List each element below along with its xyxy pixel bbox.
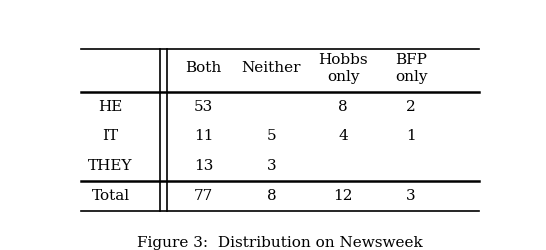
Text: Both: Both [186, 62, 222, 76]
Text: HE: HE [98, 100, 123, 114]
Text: 13: 13 [194, 159, 213, 173]
Text: IT: IT [103, 129, 118, 143]
Text: THEY: THEY [88, 159, 133, 173]
Text: 5: 5 [266, 129, 276, 143]
Text: 8: 8 [339, 100, 348, 114]
Text: Neither: Neither [242, 62, 301, 76]
Text: 1: 1 [406, 129, 416, 143]
Text: Hobbs
only: Hobbs only [318, 54, 368, 84]
Text: 2: 2 [406, 100, 416, 114]
Text: 77: 77 [194, 189, 213, 203]
Text: 11: 11 [194, 129, 213, 143]
Text: 8: 8 [266, 189, 276, 203]
Text: Figure 3:  Distribution on Newsweek: Figure 3: Distribution on Newsweek [137, 236, 423, 250]
Text: Total: Total [92, 189, 129, 203]
Text: 4: 4 [339, 129, 348, 143]
Text: BFP
only: BFP only [395, 54, 428, 84]
Text: 3: 3 [266, 159, 276, 173]
Text: 3: 3 [406, 189, 416, 203]
Text: 12: 12 [334, 189, 353, 203]
Text: 53: 53 [194, 100, 213, 114]
